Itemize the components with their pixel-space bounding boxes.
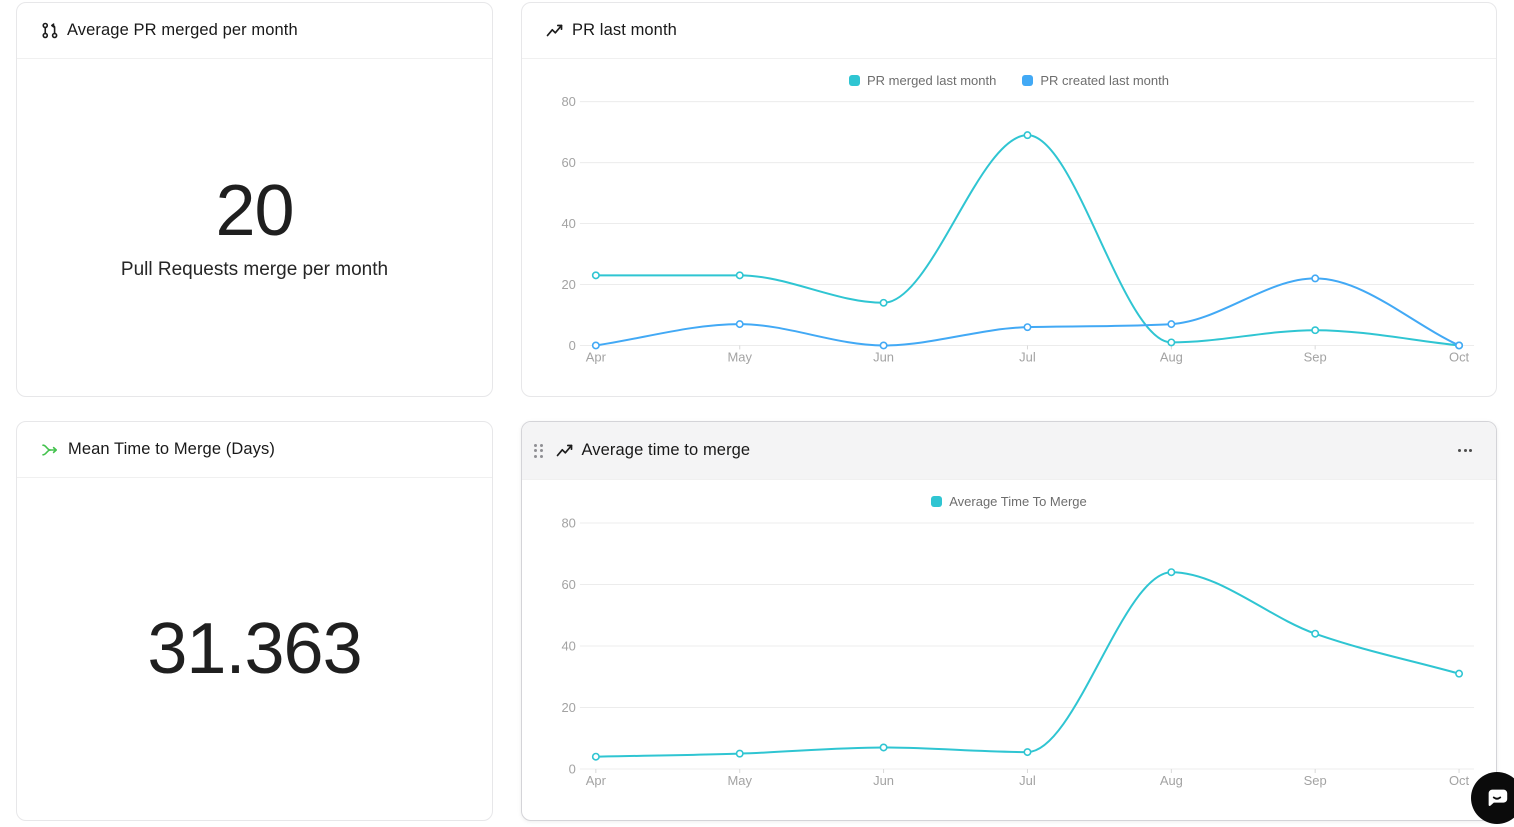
svg-text:0: 0 (569, 761, 576, 776)
stat-value: 20 (215, 170, 294, 251)
trend-line-icon (556, 443, 573, 458)
card-average-time-to-merge: Average time to merge Average Time To Me… (521, 421, 1497, 821)
legend-item[interactable]: Average Time To Merge (931, 494, 1087, 509)
chart-area: PR merged last month PR created last mont… (522, 59, 1496, 396)
svg-text:Aug: Aug (1160, 773, 1183, 788)
chat-icon (1484, 785, 1510, 811)
merge-arrows-icon (41, 442, 59, 458)
svg-text:20: 20 (561, 277, 575, 292)
svg-text:60: 60 (561, 577, 575, 592)
more-options-icon (1458, 449, 1461, 452)
svg-text:Aug: Aug (1160, 349, 1183, 364)
trend-line-icon (546, 23, 563, 38)
legend-item[interactable]: PR created last month (1022, 73, 1169, 88)
svg-text:40: 40 (561, 216, 575, 231)
card-mean-time-to-merge: Mean Time to Merge (Days) 31.363 (16, 421, 493, 821)
legend-swatch-icon (849, 75, 861, 86)
svg-text:80: 80 (561, 94, 575, 109)
card-title: PR last month (572, 21, 677, 39)
pr-last-month-chart[interactable]: 0 20 40 60 80 Apr May Jun Jul Aug Sep Oct (522, 59, 1496, 396)
stat-body: 20 Pull Requests merge per month (17, 59, 492, 396)
drag-handle-icon[interactable] (532, 442, 545, 460)
card-avg-pr-merged: Average PR merged per month 20 Pull Requ… (16, 2, 493, 397)
svg-text:60: 60 (561, 155, 575, 170)
chart-area: Average Time To Merge 0 20 40 60 80 Apr May Jun… (522, 480, 1496, 820)
svg-text:80: 80 (561, 515, 575, 530)
chart-legend: Average Time To Merge (522, 494, 1496, 509)
card-header: Average PR merged per month (17, 3, 492, 59)
svg-text:Oct: Oct (1449, 773, 1470, 788)
svg-text:May: May (728, 349, 753, 364)
svg-text:Jun: Jun (873, 773, 894, 788)
svg-text:Sep: Sep (1304, 349, 1327, 364)
legend-swatch-icon (1022, 75, 1034, 86)
legend-item[interactable]: PR merged last month (849, 73, 996, 88)
svg-text:Sep: Sep (1304, 773, 1327, 788)
svg-text:Jul: Jul (1019, 773, 1036, 788)
svg-text:Jul: Jul (1019, 349, 1036, 364)
legend-label: PR merged last month (867, 73, 997, 88)
stat-body: 31.363 (17, 478, 492, 820)
svg-text:May: May (728, 773, 753, 788)
legend-label: PR created last month (1040, 73, 1169, 88)
svg-text:40: 40 (561, 638, 575, 653)
chat-widget-button[interactable] (1471, 772, 1514, 824)
pull-request-icon (41, 22, 58, 39)
svg-text:0: 0 (569, 338, 576, 353)
svg-text:Apr: Apr (586, 773, 607, 788)
card-title: Mean Time to Merge (Days) (68, 440, 275, 458)
card-title: Average PR merged per month (67, 21, 298, 39)
average-time-to-merge-chart[interactable]: 0 20 40 60 80 Apr May Jun Jul Aug Sep Oct (522, 480, 1496, 820)
svg-text:Jun: Jun (873, 349, 894, 364)
card-header: PR last month (522, 3, 1496, 59)
legend-label: Average Time To Merge (949, 494, 1087, 509)
card-header: Average time to merge (522, 422, 1496, 480)
svg-text:Oct: Oct (1449, 349, 1470, 364)
chart-legend: PR merged last month PR created last mont… (522, 73, 1496, 88)
card-header: Mean Time to Merge (Days) (17, 422, 492, 478)
card-title: Average time to merge (581, 441, 751, 459)
card-menu-button[interactable] (1456, 443, 1474, 458)
legend-swatch-icon (931, 496, 943, 507)
card-pr-last-month: PR last month PR merged last month PR cre… (521, 2, 1497, 397)
svg-text:20: 20 (561, 700, 575, 715)
stat-label: Pull Requests merge per month (120, 258, 389, 280)
svg-text:Apr: Apr (586, 349, 607, 364)
stat-value: 31.363 (147, 609, 362, 689)
